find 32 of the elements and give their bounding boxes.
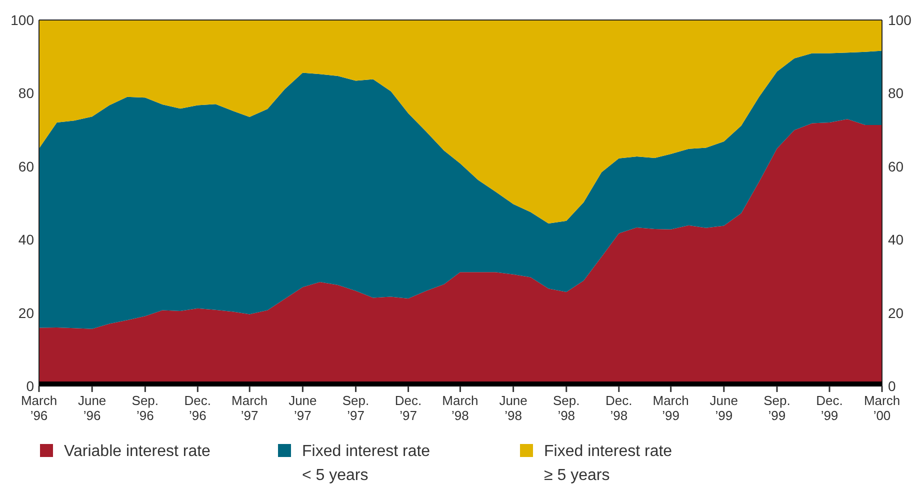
y2-tick-label: 80 xyxy=(888,85,904,102)
x-tick-label: Dec. ’96 xyxy=(184,393,212,423)
y-tick-label: 80 xyxy=(18,85,34,102)
y-tick-label: 60 xyxy=(18,158,34,174)
y2-tick-label: 100 xyxy=(888,12,912,28)
x-tick-label: Dec. ’99 xyxy=(816,393,843,423)
x-tick-label: Dec. ’97 xyxy=(394,393,422,423)
x-tick-label: June ’98 xyxy=(499,393,528,423)
legend-label: Fixed interest rate ≥ 5 years xyxy=(544,443,672,484)
x-tick-label: Sep. ’99 xyxy=(764,393,790,423)
y2-tick-label: 0 xyxy=(888,378,896,394)
x-tick-label: March ’98 xyxy=(442,393,478,423)
y2-tick-label: 20 xyxy=(888,304,904,321)
x-tick-label: March ’96 xyxy=(20,393,58,423)
x-tick-label: Sep. ’96 xyxy=(132,393,159,423)
y-tick-label: 0 xyxy=(26,378,34,394)
x-tick-label: June ’97 xyxy=(288,393,317,423)
x-tick-label: Dec. ’98 xyxy=(606,393,632,423)
x-tick-label: March ’99 xyxy=(652,393,689,423)
y-tick-label: 20 xyxy=(18,304,34,321)
y2-tick-label: 60 xyxy=(888,158,904,174)
y2-tick-label: 40 xyxy=(888,232,904,248)
x-tick-label: June ’96 xyxy=(78,393,106,423)
y-tick-label: 100 xyxy=(10,12,34,28)
x-tick-label: March ’00 xyxy=(864,393,900,423)
x-tick-label: Sep. ’97 xyxy=(342,393,370,423)
x-tick-label: June ’99 xyxy=(710,393,738,423)
x-tick-label: March ’97 xyxy=(232,393,268,423)
legend-label: Fixed interest rate < 5 years xyxy=(302,443,430,484)
x-tick-label: Sep. ’98 xyxy=(553,393,580,423)
legend-label: Variable interest rate xyxy=(64,443,211,460)
y-tick-label: 40 xyxy=(18,232,34,248)
